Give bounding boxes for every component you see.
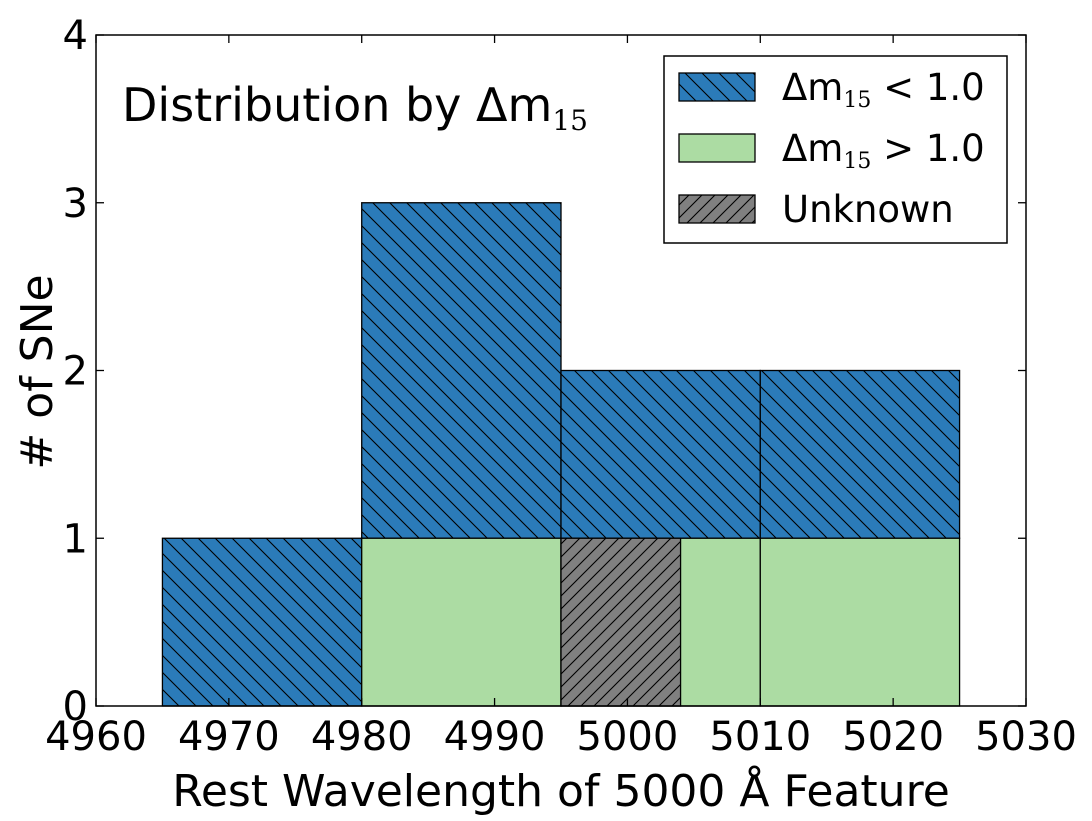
bar-2-3 xyxy=(759,537,961,707)
bars-layer xyxy=(161,202,961,707)
legend-entry-2: Δm15 > 1.0 xyxy=(678,127,985,174)
legend-entry-1: Δm15 < 1.0 xyxy=(678,66,985,113)
legend-swatch-2 xyxy=(679,134,755,162)
chart-title: Distribution by Δm15 xyxy=(122,78,588,137)
chart-title-main: Distribution by Δm xyxy=(122,78,552,132)
bar-3-1 xyxy=(560,537,682,707)
x-axis-label: Rest Wavelength of 5000 Å Feature xyxy=(172,764,950,817)
x-tick-label-4980: 4980 xyxy=(311,714,413,760)
y-tick-label-1: 1 xyxy=(63,516,88,562)
y-tick-label-3: 3 xyxy=(63,181,88,227)
y-axis-label: # of SNe xyxy=(12,274,63,469)
x-tick-label-5000: 5000 xyxy=(577,714,679,760)
x-tick-label-5010: 5010 xyxy=(709,714,811,760)
bar-1-4 xyxy=(759,369,961,539)
y-tick-label-4: 4 xyxy=(63,13,88,59)
x-tick-label-4990: 4990 xyxy=(444,714,546,760)
legend-label-3: Unknown xyxy=(782,188,954,231)
bar-1-3 xyxy=(560,369,761,539)
legend-label-1: Δm15 < 1.0 xyxy=(782,66,985,113)
legend: Δm15 < 1.0 Δm15 > 1.0 Unknown xyxy=(663,55,1008,244)
x-tick-label-5030: 5030 xyxy=(975,714,1077,760)
y-tick-label-2: 2 xyxy=(63,349,88,395)
chart-title-subscript: 15 xyxy=(552,104,588,137)
ticks-layer: 4960 4970 4980 4990 5000 5010 5020 5030 0 1 2 3 4 xyxy=(45,13,1077,760)
legend-label-2: Δm15 > 1.0 xyxy=(782,127,985,174)
bar-1-1 xyxy=(161,537,363,707)
x-tick-label-5020: 5020 xyxy=(842,714,944,760)
x-tick-label-4960: 4960 xyxy=(45,714,147,760)
legend-entry-3: Unknown xyxy=(678,188,954,231)
bar-2-1 xyxy=(361,537,562,707)
x-tick-label-4970: 4970 xyxy=(178,714,280,760)
bar-1-2 xyxy=(361,202,562,539)
y-tick-label-0: 0 xyxy=(63,684,88,730)
